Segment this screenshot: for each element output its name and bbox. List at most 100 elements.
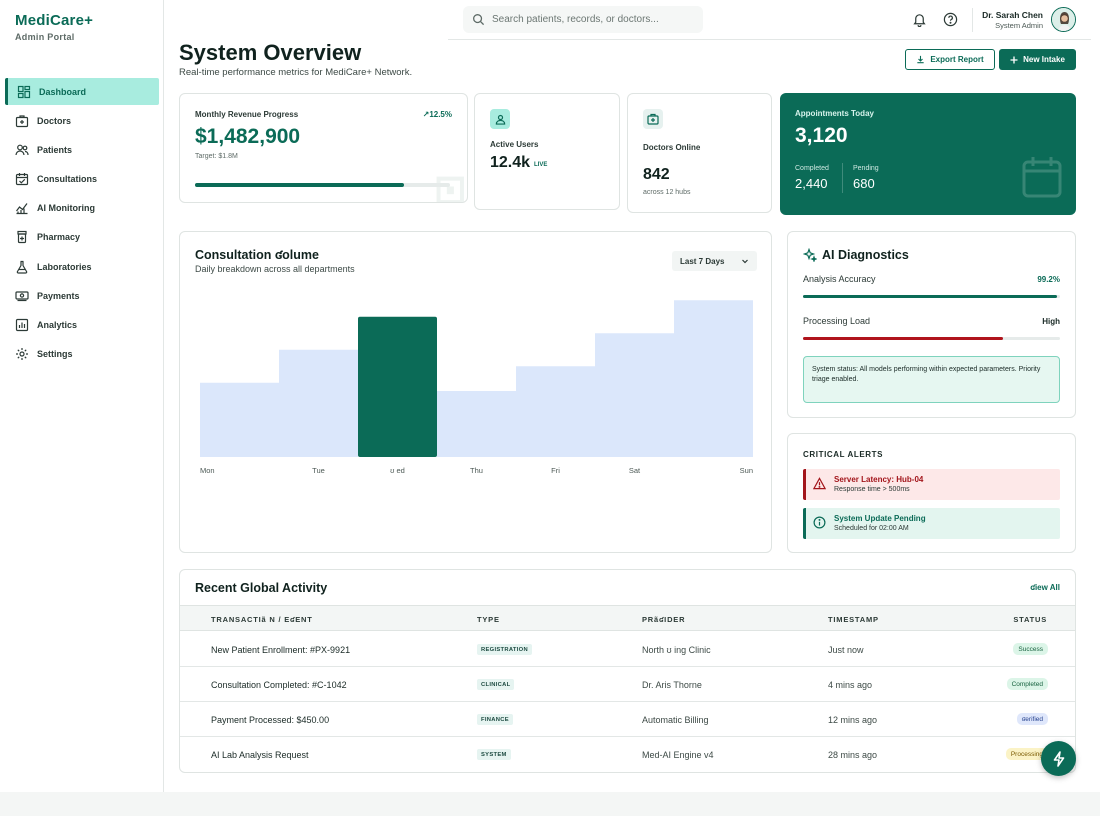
- accuracy-progress-bar: [803, 295, 1060, 298]
- alert-title: Server Latency: Hub-04: [834, 475, 924, 484]
- column-header-event: TRANSACTIã N / EʛENT: [211, 615, 313, 624]
- brand: MediCare+ Admin Portal: [15, 12, 93, 42]
- sparkle-icon: [803, 248, 817, 262]
- chart-x-tick-label: Sun: [740, 466, 753, 475]
- sidebar-item-label: Patients: [37, 144, 73, 155]
- revenue-target: Target: $1.8M: [195, 153, 238, 160]
- user-role: System Admin: [995, 21, 1043, 30]
- analysis-accuracy-label: Analysis Accuracy: [803, 274, 876, 284]
- bell-icon[interactable]: [912, 12, 927, 27]
- sidebar-item-label: Doctors: [37, 115, 72, 126]
- consultation-volume-subtitle: Daily breakdown across all departments: [195, 264, 355, 274]
- consultation-volume-chart: Mon Tue ʊ ed Thu Fri Sat Sun: [200, 300, 753, 475]
- sidebar-item-payments[interactable]: Payments: [5, 282, 159, 309]
- search-bar: [463, 6, 703, 33]
- column-header-timestamp: TIMESTAMP: [828, 615, 879, 624]
- page-subtitle: Real-time performance metrics for MediCa…: [179, 67, 413, 78]
- chart-bar[interactable]: [279, 349, 358, 457]
- processing-load-label: Processing Load: [803, 316, 871, 326]
- search-input[interactable]: [492, 14, 692, 25]
- alert-subtitle: Response time > 500ms: [834, 486, 910, 493]
- active-users-value: 12.4k: [490, 154, 531, 171]
- sidebar-item-ai-monitoring[interactable]: AI Monitoring: [5, 195, 159, 222]
- appointments-value: 3,120: [795, 124, 848, 147]
- revenue-progress-bar: [195, 183, 450, 187]
- export-report-button[interactable]: Export Report: [905, 49, 995, 70]
- new-intake-label: New Intake: [1023, 55, 1065, 64]
- flask-icon: [15, 260, 29, 274]
- revenue-trend: ↗12.5%: [423, 110, 452, 119]
- help-icon[interactable]: [943, 12, 958, 27]
- active-users-label: Active Users: [490, 140, 539, 149]
- revenue-value: $1,482,900: [195, 125, 301, 148]
- sidebar-item-label: Analytics: [37, 320, 78, 330]
- chart-line-icon: [15, 201, 29, 215]
- export-report-label: Export Report: [930, 55, 984, 64]
- revenue-card: ⊡ Monthly Revenue Progress ↗12.5% $1,482…: [179, 93, 468, 203]
- table-row[interactable]: AI Lab Analysis Request SYSTEM Med-AI En…: [180, 737, 1075, 772]
- sidebar-item-label: Laboratories: [37, 261, 92, 272]
- sidebar-item-pharmacy[interactable]: Pharmacy: [5, 224, 159, 251]
- chart-x-tick-label: ʊ ed: [390, 466, 405, 475]
- chart-x-tick-label: Mon: [200, 466, 215, 475]
- calendar-check-icon: [15, 172, 29, 186]
- table-row[interactable]: New Patient Enrollment: #PX-9921 REGISTR…: [180, 632, 1075, 667]
- table-header: TRANSACTIã N / EʛENT TYPE PRãʛIDER TIMES…: [180, 605, 1075, 631]
- status-badge: ʛerified: [1016, 713, 1048, 725]
- consultation-volume-title: Consultation ʛolume: [195, 248, 319, 262]
- ai-diagnostics-title: AI Diagnostics: [822, 248, 909, 262]
- sidebar-item-consultations[interactable]: Consultations: [5, 166, 159, 193]
- event-cell: AI Lab Analysis Request: [211, 750, 309, 760]
- timestamp-cell: 4 mins ago: [828, 680, 873, 690]
- doctors-online-sub: across 12 hubs: [643, 189, 691, 196]
- avatar[interactable]: [1051, 7, 1076, 32]
- timestamp-cell: 28 mins ago: [828, 750, 878, 760]
- alert-item[interactable]: System Update Pending Scheduled for 02:0…: [803, 508, 1060, 539]
- timestamp-cell: 12 mins ago: [828, 715, 878, 725]
- chart-bar[interactable]: [358, 316, 437, 457]
- sidebar-item-laboratories[interactable]: Laboratories: [5, 253, 159, 280]
- chart-bar[interactable]: [437, 391, 516, 457]
- doctors-online-card: Doctors Online 842 across 12 hubs: [627, 93, 772, 213]
- alert-item[interactable]: Server Latency: Hub-04 Response time > 5…: [803, 469, 1060, 500]
- chart-bar[interactable]: [595, 333, 674, 457]
- download-icon: [917, 55, 924, 64]
- system-status-note: System status: All models performing wit…: [803, 356, 1060, 403]
- sidebar-item-dashboard[interactable]: Dashboard: [5, 78, 159, 105]
- header-divider-line: [448, 39, 1091, 40]
- view-all-link[interactable]: ʛiew All: [1030, 583, 1060, 592]
- load-progress-fill: [803, 337, 1004, 340]
- chart-bar[interactable]: [200, 382, 279, 457]
- table-row[interactable]: Consultation Completed: #C-1042 CLINICAL…: [180, 667, 1075, 702]
- type-badge: REGISTRATION: [477, 644, 532, 655]
- user-icon: [490, 109, 510, 129]
- doctors-online-value: 842: [643, 166, 670, 183]
- search-icon: [473, 14, 485, 26]
- alert-subtitle: Scheduled for 02:00 AM: [834, 525, 909, 532]
- event-cell: New Patient Enrollment: #PX-9921: [211, 645, 351, 655]
- chart-bar[interactable]: [674, 300, 753, 457]
- accuracy-progress-fill: [803, 295, 1058, 298]
- analysis-accuracy-value: 99.2%: [1037, 275, 1060, 284]
- sidebar-item-label: AI Monitoring: [37, 203, 95, 214]
- event-cell: Consultation Completed: #C-1042: [211, 680, 347, 690]
- gear-icon: [15, 347, 29, 361]
- type-badge: SYSTEM: [477, 749, 511, 760]
- sidebar-item-doctors[interactable]: Doctors: [5, 107, 159, 134]
- ai-diagnostics-card: AI Diagnostics Analysis Accuracy 99.2% P…: [787, 231, 1076, 418]
- completed-label: Completed: [795, 165, 829, 172]
- sidebar-item-analytics[interactable]: Analytics: [5, 312, 159, 339]
- revenue-label: Monthly Revenue Progress: [195, 110, 299, 119]
- new-intake-button[interactable]: New Intake: [999, 49, 1076, 70]
- cash-icon: [15, 289, 29, 303]
- sidebar: MediCare+ Admin Portal Dashboard Doctors…: [0, 0, 164, 792]
- dashboard-icon: [17, 85, 31, 99]
- chart-bar[interactable]: [516, 366, 595, 457]
- table-row[interactable]: Payment Processed: $450.00 FINANCE Autom…: [180, 702, 1075, 737]
- sidebar-item-settings[interactable]: Settings: [5, 341, 159, 368]
- sidebar-nav: Dashboard Doctors Patients Consultations…: [5, 78, 159, 370]
- quick-action-button[interactable]: [1041, 741, 1076, 776]
- processing-load-value: High: [1042, 317, 1060, 326]
- sidebar-item-patients[interactable]: Patients: [5, 136, 159, 163]
- date-range-select[interactable]: Last 7 Days: [672, 251, 757, 271]
